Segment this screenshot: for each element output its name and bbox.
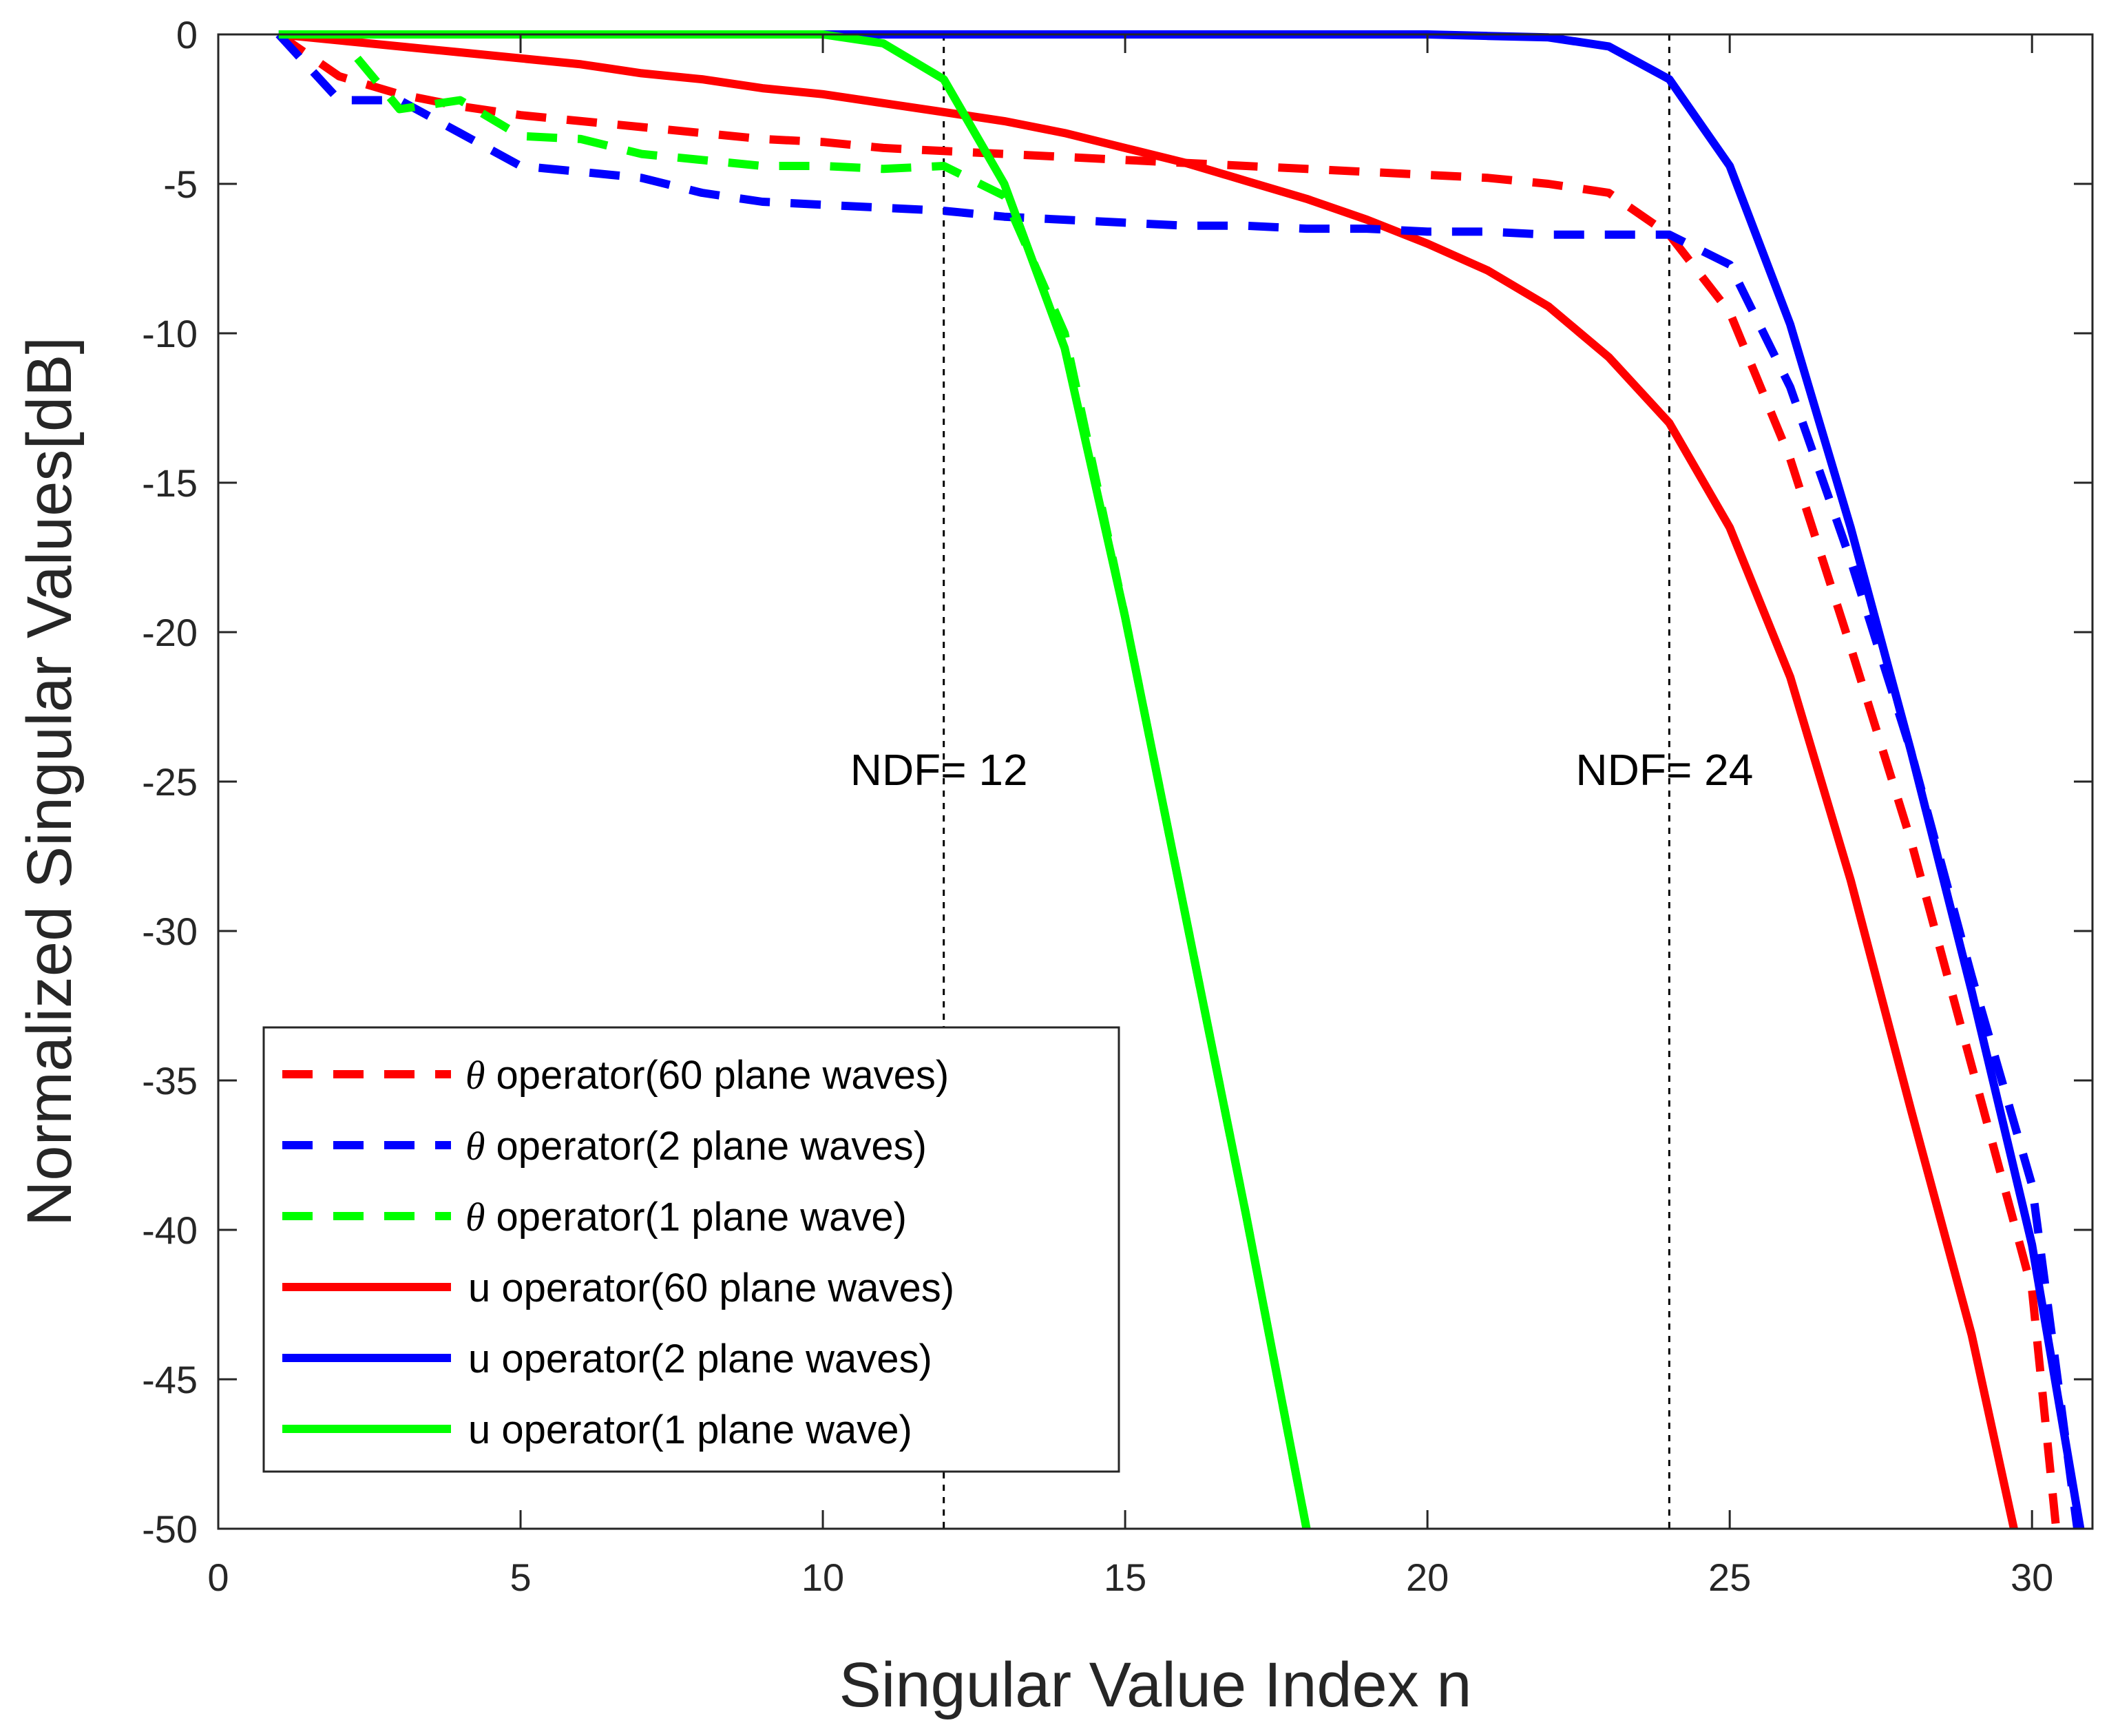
series-line xyxy=(278,30,2018,1530)
x-tick-label: 10 xyxy=(801,1556,844,1599)
x-tick-label: 0 xyxy=(207,1556,229,1599)
axis-ticks: 0 5 10 15 20 25 30 0 -5 -10 -15 -20 -25 -30 -35 -40 -45 -… xyxy=(142,13,2092,1599)
x-tick-label: 20 xyxy=(1406,1556,1449,1599)
legend-label: θ operator(1 plane wave) xyxy=(465,1195,907,1240)
y-tick-label: -25 xyxy=(142,760,198,804)
legend-symbol: θ xyxy=(465,1053,485,1098)
legend-text: operator(60 plane waves) xyxy=(496,1053,949,1098)
x-tick-label: 15 xyxy=(1104,1556,1146,1599)
legend-label: u operator(1 plane wave) xyxy=(468,1408,912,1452)
y-tick-label: -30 xyxy=(142,910,198,953)
legend-label: θ operator(2 plane waves) xyxy=(465,1124,927,1169)
legend-label: u operator(60 plane waves) xyxy=(468,1266,954,1310)
y-tick-label: -10 xyxy=(142,312,198,355)
x-tick-label: 25 xyxy=(1708,1556,1751,1599)
legend-label: u operator(2 plane waves) xyxy=(468,1337,932,1381)
y-tick-label: -50 xyxy=(142,1507,198,1551)
ndf-annotation: NDF= 24 xyxy=(1575,745,1753,795)
legend-text: operator(1 plane wave) xyxy=(496,1195,907,1240)
y-tick-label: -15 xyxy=(142,461,198,505)
legend-symbol: θ xyxy=(465,1124,485,1169)
plot-box xyxy=(217,33,2094,1530)
y-tick-label: -45 xyxy=(142,1358,198,1401)
annotations: NDF= 12 NDF= 24 xyxy=(850,745,1754,795)
y-axis-label: Normalized Singular Values[dB] xyxy=(14,337,85,1226)
y-tick-label: 0 xyxy=(176,13,198,56)
x-axis-label: Singular Value Index n xyxy=(839,1650,1472,1720)
legend-label: θ operator(60 plane waves) xyxy=(465,1053,949,1098)
y-tick-label: -5 xyxy=(163,163,198,206)
series-line xyxy=(275,31,2081,1529)
y-tick-label: -20 xyxy=(142,611,198,654)
y-tick-label: -40 xyxy=(142,1209,198,1252)
x-tick-label: 30 xyxy=(2011,1556,2053,1599)
legend: θ operator(60 plane waves)θ operator(2 pla… xyxy=(262,1026,1120,1473)
legend-box xyxy=(262,1026,1120,1473)
legend-text: operator(2 plane waves) xyxy=(496,1124,927,1169)
x-tick-label: 5 xyxy=(510,1556,531,1599)
y-tick-label: -35 xyxy=(142,1059,198,1102)
series-line xyxy=(276,31,2061,1529)
ndf-annotation: NDF= 12 xyxy=(850,745,1028,795)
legend-symbol: θ xyxy=(465,1195,485,1240)
